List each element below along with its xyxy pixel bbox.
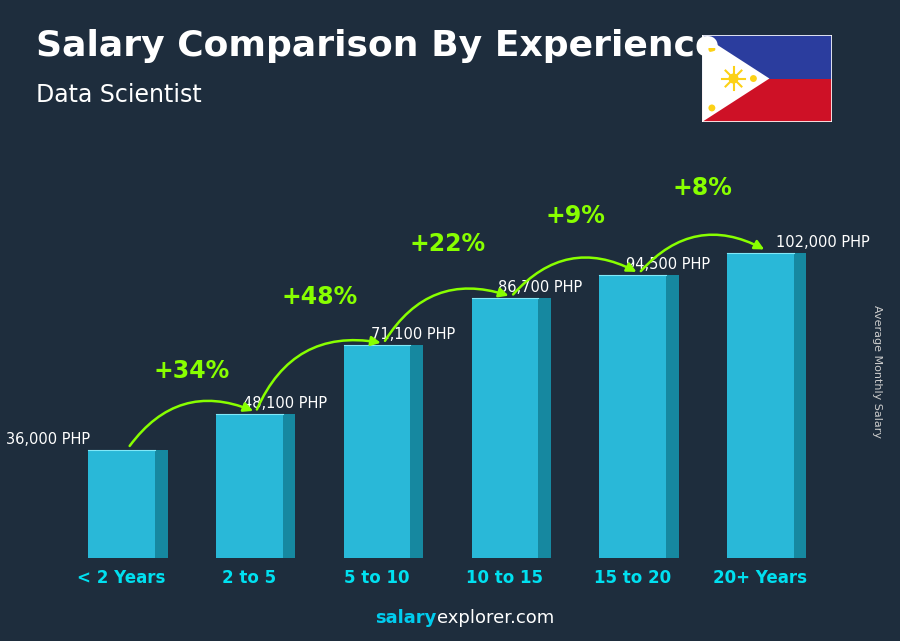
Text: explorer.com: explorer.com xyxy=(436,609,554,627)
Bar xyxy=(344,345,410,558)
Text: Data Scientist: Data Scientist xyxy=(36,83,202,107)
Bar xyxy=(216,414,283,558)
Text: +34%: +34% xyxy=(154,359,230,383)
Bar xyxy=(727,253,794,558)
Circle shape xyxy=(750,75,757,82)
Text: +9%: +9% xyxy=(545,204,605,228)
Text: salary: salary xyxy=(375,609,436,627)
Polygon shape xyxy=(410,345,423,558)
Text: 71,100 PHP: 71,100 PHP xyxy=(371,327,455,342)
Text: 102,000 PHP: 102,000 PHP xyxy=(776,235,869,250)
Polygon shape xyxy=(283,414,295,558)
Text: Salary Comparison By Experience: Salary Comparison By Experience xyxy=(36,29,719,63)
Bar xyxy=(702,79,832,122)
Text: 36,000 PHP: 36,000 PHP xyxy=(5,432,90,447)
Circle shape xyxy=(708,104,716,112)
Text: 94,500 PHP: 94,500 PHP xyxy=(626,257,710,272)
Bar xyxy=(599,275,666,558)
Polygon shape xyxy=(538,298,551,558)
Polygon shape xyxy=(702,35,770,122)
Circle shape xyxy=(728,74,739,83)
Polygon shape xyxy=(155,450,167,558)
Text: Average Monthly Salary: Average Monthly Salary xyxy=(872,305,883,438)
Bar xyxy=(88,450,155,558)
Text: +48%: +48% xyxy=(282,285,358,308)
Text: +8%: +8% xyxy=(673,176,733,200)
Polygon shape xyxy=(666,275,679,558)
Bar xyxy=(702,35,832,79)
Polygon shape xyxy=(794,253,806,558)
Text: +22%: +22% xyxy=(410,233,485,256)
Circle shape xyxy=(708,46,716,53)
Text: 86,700 PHP: 86,700 PHP xyxy=(499,281,582,296)
Bar xyxy=(472,298,538,558)
Text: 48,100 PHP: 48,100 PHP xyxy=(243,396,327,411)
